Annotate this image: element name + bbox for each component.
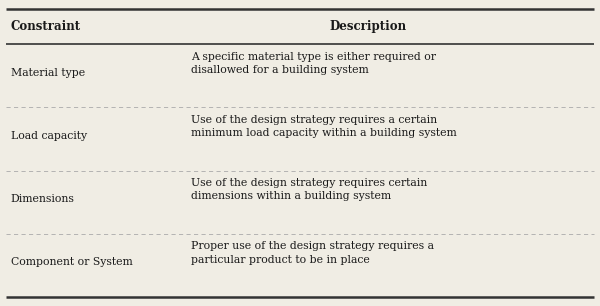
Text: Material type: Material type: [11, 68, 85, 78]
Text: Use of the design strategy requires certain
dimensions within a building system: Use of the design strategy requires cert…: [191, 178, 428, 201]
Text: Dimensions: Dimensions: [11, 194, 74, 204]
Text: Use of the design strategy requires a certain
minimum load capacity within a bui: Use of the design strategy requires a ce…: [191, 115, 457, 138]
Text: A specific material type is either required or
disallowed for a building system: A specific material type is either requi…: [191, 52, 436, 75]
Text: Constraint: Constraint: [11, 20, 81, 33]
Text: Component or System: Component or System: [11, 257, 133, 267]
Text: Description: Description: [329, 20, 406, 33]
Text: Load capacity: Load capacity: [11, 131, 87, 141]
Text: Proper use of the design strategy requires a
particular product to be in place: Proper use of the design strategy requir…: [191, 241, 434, 265]
